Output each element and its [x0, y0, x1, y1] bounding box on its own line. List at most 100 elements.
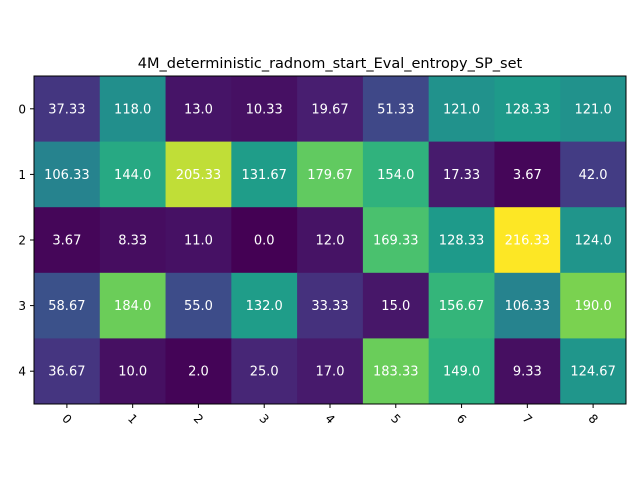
cell-label-r3-c0: 58.67 [48, 299, 85, 314]
heatmap-cell-r4-c3 [231, 338, 298, 405]
heatmap-cell-r2-c0 [34, 207, 101, 274]
heatmap-cell-r2-c1 [99, 207, 167, 274]
y-tick-label-1: 1 [18, 168, 26, 182]
y-tick-label-4: 4 [18, 365, 26, 379]
heatmap-cell-r4-c4 [297, 338, 364, 405]
cell-label-r3-c5: 15.0 [381, 299, 410, 314]
heatmap-cell-r4-c0 [34, 338, 101, 405]
cell-label-r3-c3: 132.0 [246, 299, 283, 314]
heatmap-cells [34, 76, 627, 405]
y-axis-ticks: 0 1 2 3 4 [18, 102, 34, 379]
cell-label-r1-c8: 42.0 [579, 168, 608, 183]
heatmap-cell-r1-c2 [165, 141, 232, 208]
y-tick-label-3: 3 [18, 299, 26, 313]
heatmap-cell-r3-c4 [297, 272, 364, 339]
cell-label-r1-c1: 144.0 [114, 168, 151, 183]
heatmap-cell-r0-c1 [99, 76, 167, 143]
heatmap-cell-r4-c8 [560, 338, 627, 405]
cell-label-r4-c2: 2.0 [188, 365, 209, 380]
cell-label-r2-c0: 3.67 [52, 234, 81, 249]
heatmap-cell-r0-c6 [428, 76, 495, 143]
cell-label-r2-c3: 0.0 [254, 234, 275, 249]
cell-label-r1-c0: 106.33 [44, 168, 90, 183]
heatmap-cell-r4-c1 [99, 338, 167, 405]
cell-label-r0-c1: 118.0 [114, 102, 151, 117]
heatmap-cell-r0-c2 [165, 76, 232, 143]
cell-label-r0-c3: 10.33 [246, 102, 283, 117]
y-tick-label-0: 0 [18, 102, 26, 116]
heatmap-cell-r3-c3 [231, 272, 298, 339]
cell-label-r3-c8: 190.0 [575, 299, 612, 314]
heatmap-cell-r3-c2 [165, 272, 232, 339]
heatmap-cell-r1-c4 [297, 141, 364, 208]
heatmap-cell-r0-c8 [560, 76, 627, 143]
heatmap-cell-r3-c8 [560, 272, 627, 339]
cell-label-r3-c7: 106.33 [505, 299, 551, 314]
heatmap-cell-r4-c2 [165, 338, 232, 405]
cell-label-r3-c1: 184.0 [114, 299, 151, 314]
heatmap-cell-r3-c1 [99, 272, 167, 339]
heatmap-cell-r4-c6 [428, 338, 495, 405]
heatmap-cell-r3-c5 [362, 272, 430, 339]
heatmap-cell-r0-c4 [297, 76, 364, 143]
cell-label-r0-c5: 51.33 [377, 102, 414, 117]
cell-label-r1-c5: 154.0 [377, 168, 414, 183]
heatmap-cell-r1-c7 [494, 141, 561, 208]
cell-label-r4-c4: 17.0 [316, 365, 345, 380]
heatmap-cell-r1-c3 [231, 141, 298, 208]
cell-label-r0-c8: 121.0 [575, 102, 612, 117]
heatmap-cell-labels: 37.33 118.0 13.0 10.33 19.67 51.33 121.0 128.33… [44, 102, 616, 379]
heatmap-cell-r2-c2 [165, 207, 232, 274]
cell-label-r3-c4: 33.33 [311, 299, 348, 314]
chart-title: 4M_deterministic_radnom_start_Eval_entro… [138, 56, 523, 72]
cell-label-r4-c0: 36.67 [48, 365, 85, 380]
cell-label-r4-c6: 149.0 [443, 365, 480, 380]
heatmap-cell-r0-c7 [494, 76, 561, 143]
heatmap-cell-r1-c6 [428, 141, 495, 208]
cell-label-r2-c8: 124.0 [575, 234, 612, 249]
cell-label-r0-c0: 37.33 [48, 102, 85, 117]
cell-label-r4-c8: 124.67 [570, 365, 616, 380]
cell-label-r2-c6: 128.33 [439, 234, 485, 249]
cell-label-r2-c1: 8.33 [118, 234, 147, 249]
heatmap-cell-r2-c8 [560, 207, 627, 274]
heatmap-cell-r1-c5 [362, 141, 430, 208]
cell-label-r4-c1: 10.0 [118, 365, 147, 380]
heatmap-cell-r2-c5 [362, 207, 430, 274]
cell-label-r1-c7: 3.67 [513, 168, 542, 183]
heatmap-cell-r2-c3 [231, 207, 298, 274]
cell-label-r0-c7: 128.33 [505, 102, 551, 117]
cell-label-r1-c6: 17.33 [443, 168, 480, 183]
heatmap-cell-r2-c4 [297, 207, 364, 274]
heatmap-cell-r3-c6 [428, 272, 495, 339]
cell-label-r2-c7: 216.33 [505, 234, 551, 249]
heatmap-cell-r3-c7 [494, 272, 561, 339]
heatmap-cell-r1-c1 [99, 141, 167, 208]
heatmap-cell-r4-c7 [494, 338, 561, 405]
cell-label-r0-c6: 121.0 [443, 102, 480, 117]
cell-label-r0-c2: 13.0 [184, 102, 213, 117]
cell-label-r2-c5: 169.33 [373, 234, 419, 249]
cell-label-r1-c3: 131.67 [241, 168, 287, 183]
heatmap-cell-r0-c5 [362, 76, 430, 143]
heatmap-cell-r0-c0 [34, 76, 101, 143]
cell-label-r4-c7: 9.33 [513, 365, 542, 380]
heatmap-cell-r1-c0 [34, 141, 101, 208]
heatmap-cell-r2-c6 [428, 207, 495, 274]
y-tick-label-2: 2 [18, 234, 26, 248]
heatmap-cell-r1-c8 [560, 141, 627, 208]
cell-label-r1-c2: 205.33 [176, 168, 222, 183]
heatmap-cell-r3-c0 [34, 272, 101, 339]
cell-label-r4-c3: 25.0 [250, 365, 279, 380]
cell-label-r2-c2: 11.0 [184, 234, 213, 249]
heatmap-cell-r4-c5 [362, 338, 430, 405]
cell-label-r3-c6: 156.67 [439, 299, 485, 314]
cell-label-r1-c4: 179.67 [307, 168, 353, 183]
heatmap-cell-r0-c3 [231, 76, 298, 143]
heatmap-cell-r2-c7 [494, 207, 561, 274]
cell-label-r0-c4: 19.67 [311, 102, 348, 117]
cell-label-r3-c2: 55.0 [184, 299, 213, 314]
cell-label-r2-c4: 12.0 [316, 234, 345, 249]
